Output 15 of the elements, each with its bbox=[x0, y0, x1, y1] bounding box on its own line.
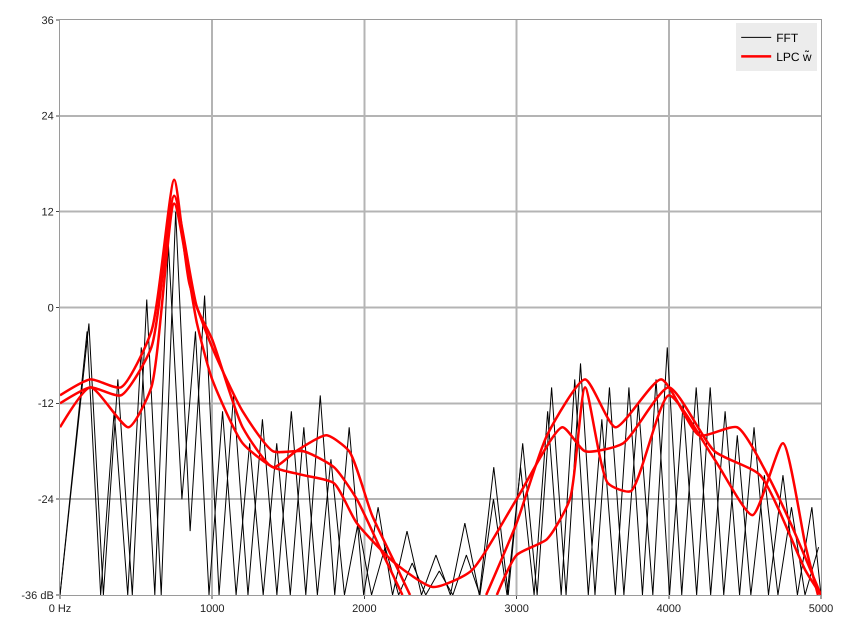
y-tick-label: 12 bbox=[42, 206, 54, 219]
y-tick-label: -12 bbox=[38, 398, 54, 410]
y-tick-label: -36 dB bbox=[21, 590, 54, 602]
x-tick-label: 4000 bbox=[656, 603, 682, 616]
y-tick-label: 36 bbox=[42, 14, 54, 27]
legend-label: FFT bbox=[776, 31, 799, 46]
y-tick-label: 0 bbox=[48, 302, 54, 314]
x-tick-label: 5000 bbox=[808, 603, 834, 616]
y-tick-label: -24 bbox=[38, 494, 54, 506]
legend-label: LPC w̃ bbox=[776, 50, 812, 64]
x-tick-label: 1000 bbox=[200, 603, 224, 616]
x-tick-label: 0 Hz bbox=[48, 603, 72, 616]
x-tick-label: 2000 bbox=[352, 603, 377, 616]
y-tick-label: 24 bbox=[42, 110, 54, 123]
x-tick-label: 3000 bbox=[504, 603, 529, 616]
